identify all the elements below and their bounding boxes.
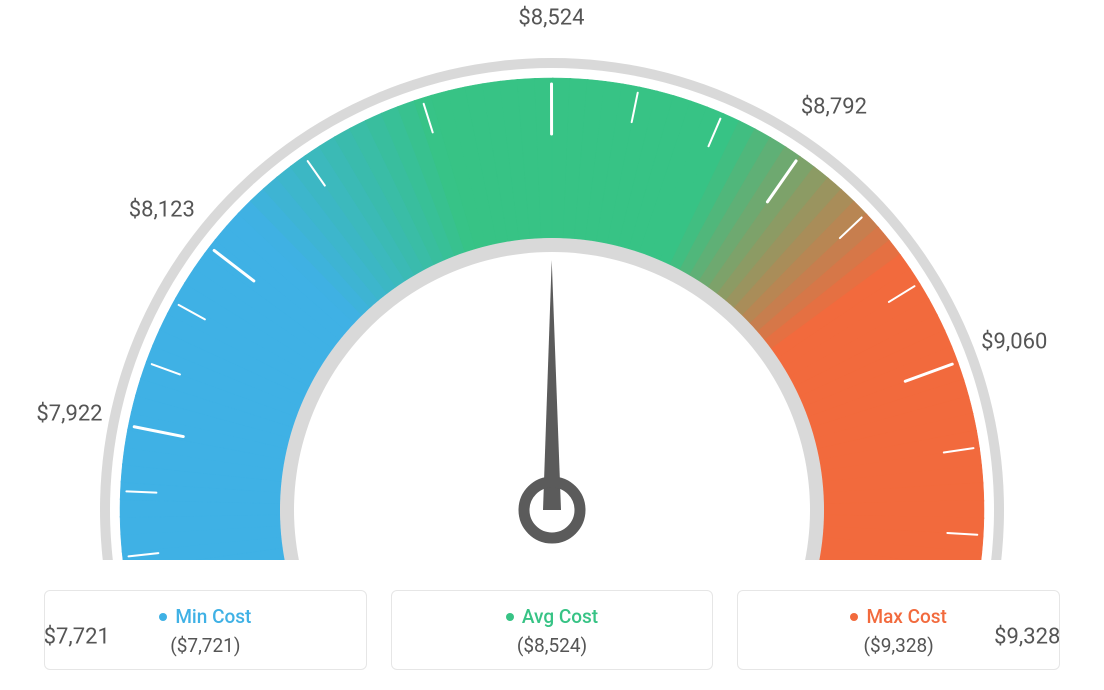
legend-title-min-text: Min Cost: [175, 605, 251, 628]
gauge-svg: [0, 0, 1104, 560]
legend-title-avg-text: Avg Cost: [522, 605, 598, 628]
legend-card-min: Min Cost ($7,721): [44, 590, 367, 670]
legend-card-max: Max Cost ($9,328): [737, 590, 1060, 670]
legend-value-max: ($9,328): [748, 634, 1049, 657]
legend-dot-avg: [506, 613, 514, 621]
gauge-chart: $7,721$7,922$8,123$8,524$8,792$9,060$9,3…: [0, 0, 1104, 560]
legend-title-avg: Avg Cost: [506, 605, 598, 628]
gauge-tick-label: $7,922: [36, 401, 102, 426]
legend-title-min: Min Cost: [159, 605, 251, 628]
gauge-tick-label: $8,524: [518, 6, 584, 31]
legend-value-min: ($7,721): [55, 634, 356, 657]
gauge-tick-label: $9,060: [981, 329, 1047, 354]
gauge-needle: [543, 260, 561, 510]
legend-dot-max: [850, 613, 858, 621]
gauge-tick-label: $8,792: [801, 94, 867, 119]
legend-title-max-text: Max Cost: [866, 605, 946, 628]
gauge-tick-label: $8,123: [129, 198, 195, 223]
legend-dot-min: [159, 613, 167, 621]
legend-title-max: Max Cost: [850, 605, 946, 628]
legend-value-avg: ($8,524): [402, 634, 703, 657]
legend-card-avg: Avg Cost ($8,524): [391, 590, 714, 670]
legend-row: Min Cost ($7,721) Avg Cost ($8,524) Max …: [0, 590, 1104, 670]
